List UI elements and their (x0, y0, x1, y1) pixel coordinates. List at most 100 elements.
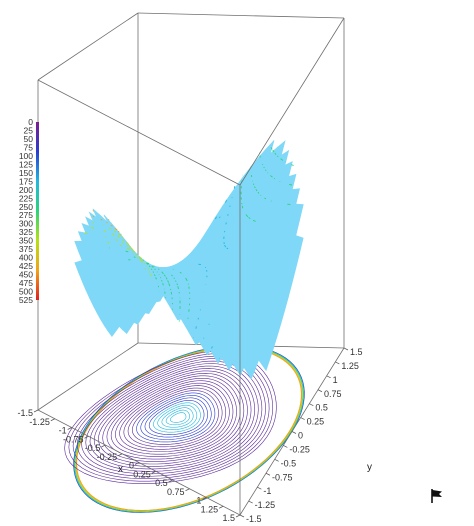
floor-contour-line (148, 399, 205, 435)
y-tick-mark (283, 445, 288, 448)
y-axis: -1.5-1.25-1-0.75-0.5-0.2500.250.50.7511.… (239, 347, 372, 524)
y-tick-mark (265, 472, 271, 476)
x-tick-label: 0.75 (167, 487, 185, 497)
x-tick-mark (118, 453, 123, 457)
colorbar-tick-label: 525 (19, 295, 33, 305)
floor-contour-line (131, 390, 219, 445)
x-tick-mark (33, 409, 39, 413)
surface-contour-line (133, 147, 294, 299)
x-tick-label: 0.25 (133, 469, 151, 479)
box-edge-top-front-right (239, 17, 345, 186)
surface-contour-line (128, 152, 293, 310)
y-tick-mark (274, 459, 279, 462)
y-tick-label: -0.5 (281, 458, 297, 468)
surface-contours (84, 147, 294, 359)
floor-boundary-ring (73, 345, 305, 513)
floor-boundary-ring (74, 346, 304, 512)
x-tick-mark (185, 488, 190, 492)
surface-contour-line (193, 185, 236, 339)
x-tick-label: 1.5 (222, 513, 235, 523)
x-tick-label: 0 (129, 461, 134, 471)
floor-contour-line (115, 380, 234, 455)
x-tick-mark (235, 514, 241, 518)
floor-boundary-ring (75, 346, 303, 512)
floor-contour-line (123, 385, 227, 450)
floor-contour-line (72, 355, 270, 480)
x-tick-mark (134, 462, 140, 465)
surface-patch (81, 223, 94, 236)
floor-contour-line (157, 404, 198, 431)
y-tick-mark (248, 500, 253, 504)
x-tick-mark (202, 497, 207, 500)
floor-contour-line (161, 407, 194, 428)
x-tick-label: -0.75 (63, 434, 84, 444)
y-tick-mark (343, 347, 349, 351)
y-tick-label: 1.25 (341, 361, 359, 371)
y-tick-mark (326, 375, 331, 379)
y-tick-label: -1 (263, 486, 271, 496)
floor-contour-line (85, 363, 259, 472)
y-tick-label: 0.75 (324, 389, 342, 399)
box-back-edges (37, 12, 345, 411)
x-tick-label: 0.5 (155, 478, 168, 488)
floor-contour-line (106, 375, 241, 460)
x-tick-mark (50, 418, 55, 422)
x-tick-label: 1 (196, 496, 201, 506)
colorbar-tick-label: 375 (19, 244, 33, 254)
surface-contour-line (92, 221, 132, 248)
x-tick-label: -0.5 (85, 443, 101, 453)
y-tick-mark (300, 417, 305, 420)
colorbar-tick-label: 0 (28, 117, 33, 127)
y-tick-label: -1.5 (246, 514, 262, 524)
surface-contour-line (153, 166, 291, 322)
colorbar-tick-label: 125 (19, 159, 33, 169)
surface-patch (85, 216, 98, 230)
floor-contour-line (110, 377, 237, 457)
x-tick-mark (84, 435, 89, 439)
colorbar-tick-label: 100 (19, 151, 33, 161)
colorbar-tick-label: 200 (19, 185, 33, 195)
x-tick-label: -0.25 (97, 452, 118, 462)
floor-contour-line (64, 350, 277, 484)
box-edge-top-back-left (37, 12, 139, 81)
x-tick-label: 1.25 (201, 504, 219, 514)
surface-contour-line (92, 215, 122, 235)
floor-contour-line (81, 360, 263, 475)
floor-contour-line (170, 412, 187, 423)
colorbar-gradient (36, 122, 39, 300)
surface-contour-line (92, 210, 110, 221)
colorbar-tick-label: 250 (19, 202, 33, 212)
box-edge-base-back-left (37, 342, 139, 411)
floor-contour-line (144, 397, 208, 438)
y-tick-label: 1 (333, 375, 338, 385)
y-tick-label: -0.75 (272, 472, 293, 482)
y-tick-mark (291, 431, 297, 434)
floor-contour-line (68, 353, 274, 482)
y-tick-label: 0.25 (307, 417, 325, 427)
colorbar-tick-label: 475 (19, 278, 33, 288)
floor-contour-line (140, 395, 212, 440)
floor-contour-line (98, 370, 248, 465)
x-axis-label: x (118, 464, 123, 475)
floor-contour-line (127, 387, 223, 448)
y-tick-mark (257, 486, 262, 490)
colorbar-tick-label: 450 (19, 270, 33, 280)
colorbar-tick-label: 25 (24, 125, 34, 135)
box-edge-top-front-left (37, 79, 241, 186)
surface-contour-line (203, 199, 227, 339)
colorbar-tick-label: 275 (19, 210, 33, 220)
y-tick-label: 0.5 (315, 403, 328, 413)
y-tick-mark (335, 361, 340, 365)
colorbar-tick-label: 400 (19, 253, 33, 263)
x-tick-label: -1.5 (17, 408, 33, 418)
colorbar-tick-label: 425 (19, 261, 33, 271)
floor-contour-line (89, 365, 255, 470)
surface (74, 140, 304, 380)
flag-icon[interactable] (430, 488, 444, 504)
colorbar-tick-label: 225 (19, 193, 33, 203)
y-tick-mark (309, 403, 314, 406)
surface-patch (77, 231, 90, 242)
floor-contour-line (119, 382, 230, 453)
colorbar-tick-label: 150 (19, 168, 33, 178)
